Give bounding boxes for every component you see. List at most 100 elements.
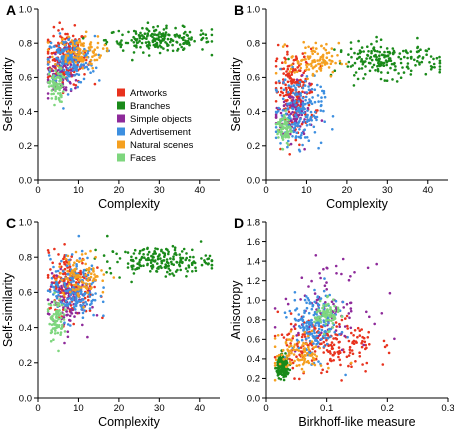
- data-point: [296, 93, 299, 96]
- data-point: [324, 336, 327, 340]
- data-point: [301, 73, 304, 77]
- data-point: [289, 142, 293, 146]
- data-point: [174, 26, 177, 30]
- data-point: [379, 38, 383, 41]
- data-point: [286, 135, 290, 139]
- data-point: [171, 39, 175, 42]
- data-point: [48, 290, 52, 293]
- data-point: [319, 325, 323, 328]
- data-point: [282, 368, 286, 372]
- data-point: [58, 262, 62, 266]
- data-point: [84, 262, 87, 266]
- data-point: [181, 256, 185, 260]
- data-point: [163, 255, 166, 259]
- data-point: [312, 313, 316, 317]
- data-point: [66, 335, 70, 339]
- legend-swatch: [117, 127, 125, 136]
- data-point: [303, 309, 306, 313]
- data-point: [277, 136, 280, 139]
- data-point: [334, 264, 338, 268]
- data-point: [307, 285, 310, 288]
- data-point: [326, 332, 329, 336]
- data-point: [310, 64, 313, 68]
- data-point: [293, 359, 296, 363]
- data-point: [166, 44, 169, 47]
- data-point: [303, 84, 307, 87]
- data-point: [318, 66, 321, 70]
- data-point: [279, 130, 282, 133]
- data-point: [84, 61, 88, 65]
- data-point: [413, 58, 416, 62]
- data-point: [62, 270, 65, 273]
- data-point: [333, 316, 337, 319]
- panel-letter-d: D: [234, 215, 244, 231]
- data-point: [81, 67, 85, 70]
- data-point: [182, 38, 185, 42]
- data-point: [280, 353, 284, 357]
- data-point: [317, 322, 321, 326]
- data-point: [310, 279, 313, 283]
- y-tick-label: 0.8: [247, 39, 260, 50]
- data-point: [156, 37, 160, 41]
- data-point: [132, 41, 136, 44]
- data-point: [301, 90, 304, 94]
- data-point: [200, 29, 203, 32]
- data-point: [351, 352, 355, 356]
- data-point: [48, 322, 51, 326]
- data-point: [295, 334, 299, 337]
- data-point: [163, 252, 167, 255]
- data-point: [88, 282, 91, 286]
- data-point: [333, 309, 337, 312]
- data-point: [274, 71, 278, 75]
- data-point: [50, 76, 54, 80]
- y-tick-label: 0.6: [247, 73, 260, 84]
- data-point: [47, 60, 50, 64]
- data-point: [74, 68, 77, 72]
- x-axis-title: Complexity: [98, 197, 161, 211]
- data-point: [301, 344, 304, 347]
- data-point: [354, 71, 358, 74]
- data-point: [325, 339, 328, 342]
- data-point: [47, 302, 51, 306]
- data-point: [282, 126, 286, 129]
- data-point: [71, 308, 74, 312]
- data-point: [424, 72, 428, 76]
- data-point: [313, 350, 317, 353]
- data-point: [59, 35, 62, 38]
- data-point: [285, 357, 288, 361]
- data-point: [89, 275, 93, 279]
- data-point: [322, 267, 325, 271]
- data-point: [330, 359, 333, 363]
- data-point: [301, 86, 305, 90]
- series-natural-scenes: [273, 329, 353, 382]
- data-point: [72, 322, 75, 326]
- data-point: [175, 40, 178, 44]
- data-point: [164, 266, 167, 270]
- data-point: [206, 40, 210, 44]
- data-point: [380, 312, 384, 315]
- data-point: [73, 74, 76, 77]
- data-point: [86, 68, 90, 71]
- data-point: [291, 335, 295, 338]
- data-point: [327, 302, 330, 306]
- data-point: [59, 272, 62, 275]
- data-point: [91, 66, 94, 70]
- data-point: [347, 60, 351, 64]
- data-point: [63, 283, 66, 287]
- data-point: [52, 338, 55, 342]
- data-point: [300, 335, 304, 339]
- data-point: [93, 54, 96, 57]
- x-tick-label: 20: [342, 185, 353, 196]
- x-tick-label: 40: [194, 403, 205, 414]
- data-point: [192, 255, 195, 259]
- data-point: [279, 127, 283, 131]
- data-point: [350, 365, 353, 369]
- data-point: [62, 49, 65, 53]
- data-point: [401, 66, 404, 69]
- data-point: [94, 278, 97, 282]
- data-point: [72, 62, 76, 66]
- data-point: [154, 37, 157, 41]
- data-point: [51, 55, 54, 59]
- data-point: [311, 74, 315, 77]
- data-point: [282, 378, 286, 382]
